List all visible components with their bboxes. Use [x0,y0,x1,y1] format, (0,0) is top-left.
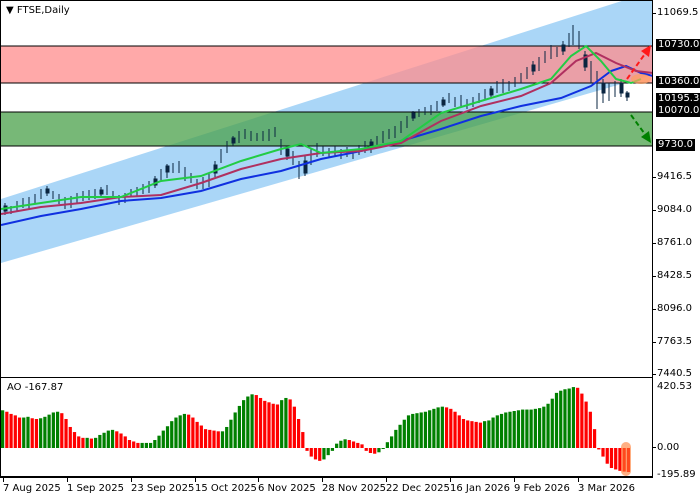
bullish-arrow [626,45,651,80]
axis-tick [652,243,656,244]
ao-axis-label: -195.89 [657,469,696,480]
axis-tick [652,342,656,343]
ao-histogram [1,387,630,473]
date-label: 16 Jan 2026 [450,483,510,494]
date-label: 1 Sep 2025 [67,483,125,494]
current-price-highlight [631,74,651,84]
ao-axis-label: 0.00 [657,442,680,453]
price-axis-label: 7763.5 [657,336,692,347]
current-price-tag: 10195.3 [656,93,700,105]
bearish-arrow [630,114,651,143]
price-axis-label: 9084.0 [657,204,692,215]
date-label: 6 Nov 2025 [258,483,316,494]
axis-tick [652,276,656,277]
date-tick [131,477,132,482]
support-upper-tag: 10070.0 [656,105,700,117]
date-tick [450,477,451,482]
date-label: 22 Dec 2025 [386,483,450,494]
date-tick [514,477,515,482]
price-axis-label: 11069.5 [657,7,699,18]
price-axis-label: 8096.0 [657,303,692,314]
date-label: 3 Mar 2026 [578,483,636,494]
triangle-down-icon[interactable]: ▼ [6,5,14,16]
support-zone [1,112,652,146]
ao-axis-label: 420.53 [657,381,692,392]
resistance-zone [1,46,652,83]
price-axis-label: 8428.5 [657,270,692,281]
axis-tick [652,447,656,448]
date-label: 7 Aug 2025 [3,483,61,494]
date-label: 28 Nov 2025 [322,483,387,494]
date-tick [67,477,68,482]
price-axis-label: 8761.0 [657,237,692,248]
symbol-timeframe: FTSE,Daily [16,5,70,16]
date-tick [578,477,579,482]
axis-tick [652,374,656,375]
awesome-oscillator-panel[interactable]: AO -167.87 [0,377,653,477]
ma-mid-line [1,51,652,215]
ao-title: AO -167.87 [7,382,64,393]
price-axis-label: 9416.5 [657,171,692,182]
price-chart-canvas [1,1,652,263]
support-lower-tag: 9730.0 [656,139,695,151]
axis-tick [652,309,656,310]
ao-last-bar-highlight [621,442,631,476]
date-tick [322,477,323,482]
date-tick [3,477,4,482]
date-label: 23 Sep 2025 [131,483,195,494]
resistance-upper-tag: 10730.0 [656,39,700,51]
price-chart-panel[interactable]: ▼ FTSE,Daily [0,0,653,378]
price-axis-label: 7440.5 [657,368,692,379]
date-tick [195,477,196,482]
resistance-lower-tag: 10360.0 [656,76,700,88]
date-label: 15 Oct 2025 [195,483,257,494]
axis-tick [652,210,656,211]
price-axis [652,0,653,378]
date-label: 9 Feb 2026 [514,483,570,494]
axis-tick [652,13,656,14]
chart-title[interactable]: ▼ FTSE,Daily [6,5,70,16]
date-tick [386,477,387,482]
ma-fast-line [1,44,642,210]
time-axis [0,477,653,478]
axis-tick [652,177,656,178]
date-tick [258,477,259,482]
